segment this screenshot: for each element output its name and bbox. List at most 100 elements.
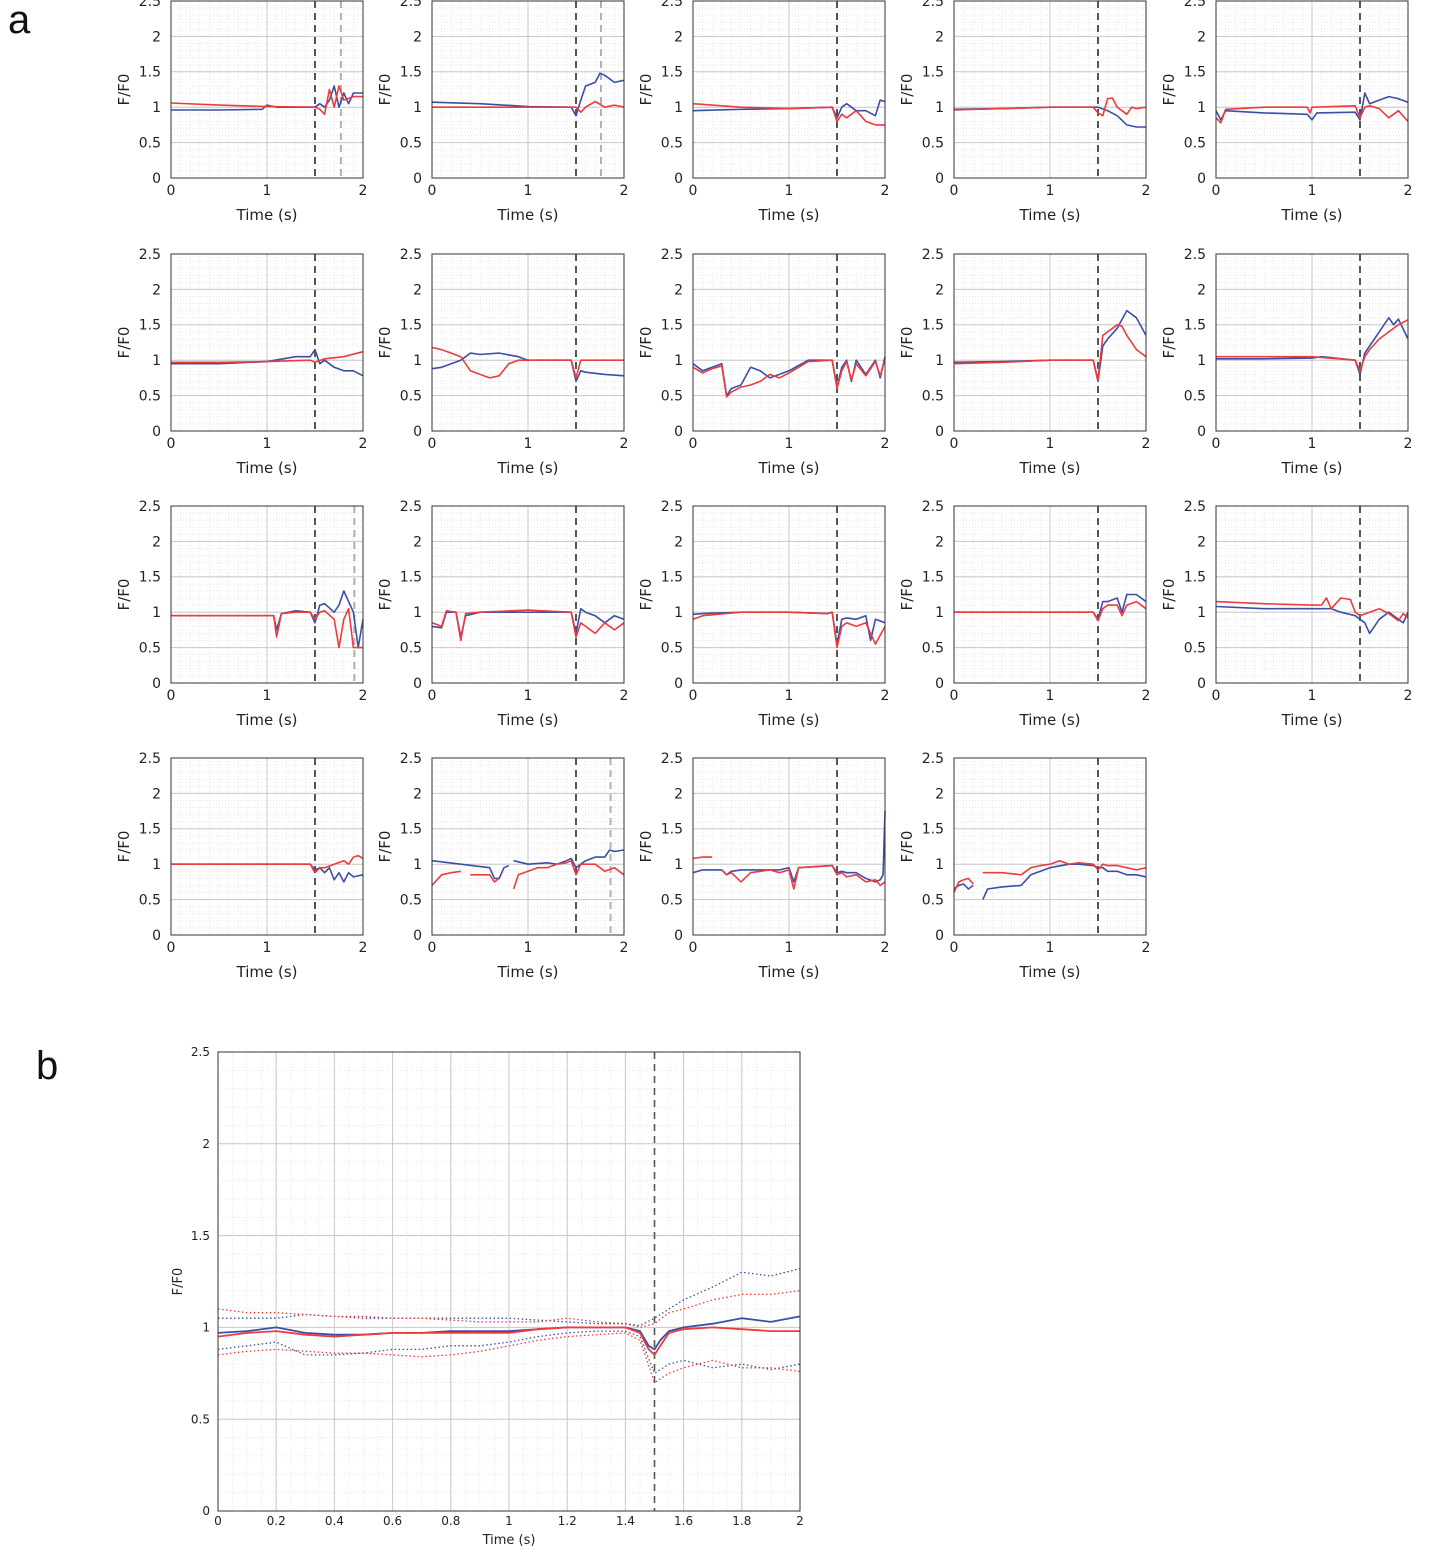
y-tick-label: 0	[152, 424, 161, 440]
x-tick-label: 0.8	[441, 1514, 460, 1528]
series-red-line	[171, 607, 363, 649]
x-axis-label: Time (s)	[236, 711, 298, 729]
x-tick-label: 0	[428, 688, 437, 704]
x-tick-label: 2	[881, 940, 890, 956]
x-tick-label: 0.2	[267, 1514, 286, 1528]
x-tick-label: 1.6	[674, 1514, 693, 1528]
x-axis-label: Time (s)	[1281, 206, 1343, 224]
series-red-dotted-line	[217, 1332, 801, 1384]
x-tick-label: 0	[689, 688, 698, 704]
y-tick-label: 1.5	[1184, 570, 1206, 586]
chart-a-14: 0 1 2 0 0.5 1 1.5 2 2.5 Time (s) F/F0	[898, 499, 1150, 729]
y-tick-label: 1	[674, 100, 683, 116]
x-tick-label: 2	[1142, 436, 1151, 452]
y-axis-label: F/F0	[898, 327, 916, 359]
x-axis-label: Time (s)	[1281, 711, 1343, 729]
x-tick-label: 2	[1404, 183, 1413, 199]
y-tick-label: 2.5	[922, 0, 944, 10]
chart-a-19: 0 1 2 0 0.5 1 1.5 2 2.5 Time (s) F/F0	[898, 751, 1150, 981]
x-tick-label: 1	[785, 940, 794, 956]
y-tick-label: 0	[1197, 676, 1206, 692]
x-tick-label: 0	[950, 436, 959, 452]
y-axis-label: F/F0	[376, 831, 394, 863]
x-tick-label: 2	[796, 1514, 804, 1528]
x-tick-label: 0	[428, 940, 437, 956]
y-tick-label: 2.5	[661, 247, 683, 263]
y-tick-label: 1.5	[400, 318, 422, 334]
x-tick-label: 1	[263, 688, 272, 704]
x-axis-label: Time (s)	[497, 459, 559, 477]
y-axis-label: F/F0	[115, 327, 133, 359]
x-tick-label: 2	[1142, 940, 1151, 956]
x-tick-label: 0	[689, 436, 698, 452]
y-axis-label: F/F0	[376, 74, 394, 106]
y-tick-label: 1.5	[139, 822, 161, 838]
x-tick-label: 1	[524, 688, 533, 704]
y-tick-label: 1	[674, 605, 683, 621]
y-tick-label: 0.5	[922, 136, 944, 152]
y-tick-label: 0.5	[139, 641, 161, 657]
x-axis-label: Time (s)	[1019, 206, 1081, 224]
x-tick-label: 2	[1142, 688, 1151, 704]
y-tick-label: 0.5	[922, 893, 944, 909]
axes-frame	[692, 0, 886, 179]
x-tick-label: 1	[524, 436, 533, 452]
y-axis-label: F/F0	[898, 831, 916, 863]
x-tick-label: 1.8	[732, 1514, 751, 1528]
y-tick-label: 2.5	[400, 751, 422, 767]
y-tick-label: 2.5	[139, 751, 161, 767]
series-red-line	[1216, 319, 1409, 372]
y-tick-label: 0.5	[191, 1412, 210, 1426]
y-tick-label: 1.5	[400, 570, 422, 586]
x-axis-label: Time (s)	[497, 206, 559, 224]
y-tick-label: 2	[202, 1137, 210, 1151]
y-tick-label: 2.5	[1184, 247, 1206, 263]
x-tick-label: 2	[620, 688, 629, 704]
x-axis-label: Time (s)	[236, 459, 298, 477]
series-blue-line	[1215, 92, 1409, 121]
y-tick-label: 0	[674, 424, 683, 440]
y-tick-label: 1	[202, 1321, 210, 1335]
chart-a-16: 0 1 2 0 0.5 1 1.5 2 2.5 Time (s) F/F0	[115, 751, 367, 981]
chart-a-9: 0 1 2 0 0.5 1 1.5 2 2.5 Time (s) F/F0	[898, 247, 1150, 477]
x-tick-label: 0	[1212, 436, 1221, 452]
y-tick-label: 1	[1197, 353, 1206, 369]
x-axis-label: Time (s)	[236, 963, 298, 981]
x-tick-label: 0	[1212, 688, 1221, 704]
y-axis-label: F/F0	[171, 1268, 186, 1296]
chart-a-10: 0 1 2 0 0.5 1 1.5 2 2.5 Time (s) F/F0	[1160, 247, 1412, 477]
y-tick-label: 0	[674, 676, 683, 692]
y-tick-label: 2.5	[139, 247, 161, 263]
x-tick-label: 1	[785, 688, 794, 704]
y-tick-label: 0.5	[139, 893, 161, 909]
chart-a-11: 0 1 2 0 0.5 1 1.5 2 2.5 Time (s) F/F0	[115, 499, 367, 729]
y-tick-label: 1	[152, 605, 161, 621]
y-tick-label: 0	[935, 928, 944, 944]
y-tick-label: 2	[674, 29, 683, 45]
x-tick-label: 2	[881, 436, 890, 452]
series-red-line	[953, 97, 1147, 117]
series-red-line	[1215, 105, 1409, 124]
series-red-line	[431, 859, 625, 890]
series-red-line	[692, 358, 886, 398]
chart-a-18: 0 1 2 0 0.5 1 1.5 2 2.5 Time (s) F/F0	[637, 751, 889, 981]
y-tick-label: 2	[1197, 282, 1206, 298]
y-tick-label: 1.5	[661, 822, 683, 838]
series-blue-line	[1215, 605, 1409, 635]
y-tick-label: 2.5	[661, 0, 683, 10]
y-tick-label: 1.5	[922, 65, 944, 81]
x-tick-label: 2	[620, 940, 629, 956]
y-tick-label: 0	[413, 676, 422, 692]
y-tick-label: 1.5	[400, 822, 422, 838]
y-tick-label: 1.5	[661, 318, 683, 334]
y-tick-label: 0.5	[661, 641, 683, 657]
x-tick-label: 0.4	[325, 1514, 344, 1528]
y-tick-label: 1.5	[139, 318, 161, 334]
y-tick-label: 1.5	[661, 570, 683, 586]
axes-frame	[170, 253, 364, 432]
y-tick-label: 2	[413, 29, 422, 45]
y-tick-label: 0	[935, 424, 944, 440]
y-tick-label: 2.5	[139, 499, 161, 515]
series-red-line	[171, 350, 364, 364]
